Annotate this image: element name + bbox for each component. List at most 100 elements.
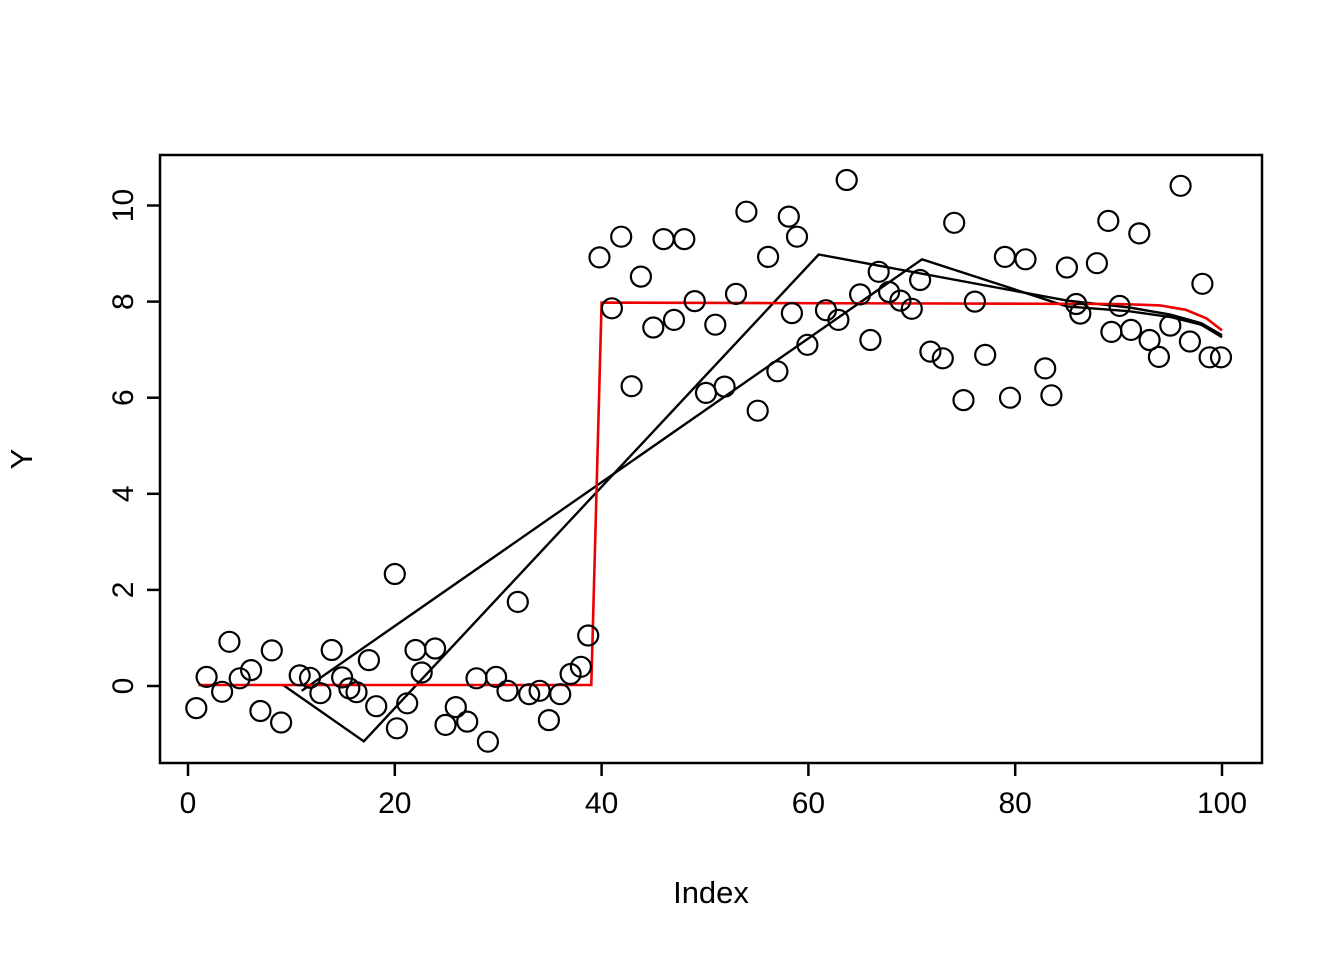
data-point — [185, 696, 208, 720]
data-point — [859, 328, 882, 352]
data-point — [900, 297, 923, 320]
data-point — [943, 211, 966, 234]
data-point — [1119, 318, 1143, 341]
data-point — [485, 665, 508, 689]
data-point — [974, 343, 997, 366]
data-point — [383, 562, 406, 586]
data-point — [588, 246, 611, 269]
data-point — [610, 225, 633, 248]
data-point — [240, 658, 263, 682]
data-point — [683, 290, 706, 313]
data-point — [496, 679, 519, 702]
data-point — [1085, 252, 1109, 275]
data-point — [218, 630, 241, 653]
axis-ticks — [147, 204, 1224, 776]
y-axis-tick-label: 4 — [107, 485, 140, 502]
y-axis-tick-label: 0 — [107, 678, 140, 695]
data-point — [506, 590, 529, 614]
data-point — [309, 682, 332, 705]
plot-area-border — [158, 153, 1264, 765]
x-axis-tick-label: 100 — [1197, 787, 1247, 820]
y-axis-tick-label: 8 — [107, 293, 140, 310]
data-point — [1209, 346, 1233, 369]
data-point — [518, 683, 541, 706]
data-point — [662, 308, 686, 331]
fit-segmented-a-line — [282, 253, 1223, 743]
x-axis-title: Index — [673, 875, 749, 910]
data-point — [835, 168, 858, 192]
data-point — [444, 695, 467, 719]
data-point — [410, 661, 433, 684]
data-point — [796, 333, 819, 356]
data-point — [345, 681, 368, 704]
data-point — [385, 717, 408, 740]
data-point — [1198, 346, 1221, 369]
x-axis-tick-label: 80 — [999, 787, 1032, 820]
data-point — [1108, 294, 1131, 317]
data-point — [952, 389, 975, 412]
data-point — [756, 245, 780, 268]
data-point — [785, 225, 809, 248]
y-axis-title: Y — [4, 449, 39, 470]
data-point — [673, 228, 696, 251]
data-point — [1069, 302, 1092, 325]
data-point — [889, 289, 912, 312]
data-point — [249, 699, 272, 723]
data-point — [1055, 256, 1079, 279]
data-point — [577, 624, 600, 647]
data-point — [424, 637, 447, 660]
y-axis-tick-label: 6 — [107, 389, 140, 406]
data-point — [746, 399, 769, 422]
scatter-points — [185, 168, 1233, 753]
data-point — [270, 711, 293, 734]
data-point — [780, 302, 804, 325]
data-point — [1191, 272, 1214, 295]
data-point — [908, 268, 932, 292]
data-point — [777, 205, 800, 228]
data-point — [867, 260, 890, 283]
data-point — [1014, 248, 1037, 271]
data-point — [404, 638, 427, 662]
data-point — [963, 290, 987, 313]
fit-lines — [198, 253, 1223, 743]
y-axis-tick-label: 2 — [107, 582, 140, 599]
data-point — [288, 664, 311, 687]
true-step-function-line — [198, 301, 1223, 687]
data-point — [260, 639, 283, 662]
data-point — [1169, 174, 1192, 197]
data-point — [931, 347, 954, 370]
data-point — [549, 683, 572, 706]
data-point — [476, 730, 499, 753]
data-point — [1147, 345, 1171, 368]
data-point — [1097, 209, 1120, 232]
data-point — [1178, 330, 1202, 353]
data-point — [528, 679, 551, 702]
data-point — [704, 313, 727, 336]
x-axis-tick-label: 60 — [792, 787, 825, 820]
data-point — [456, 710, 479, 733]
data-point — [1040, 384, 1063, 407]
x-axis-tick-label: 40 — [585, 787, 618, 820]
data-point — [537, 708, 561, 732]
data-point — [211, 680, 234, 703]
data-point — [1128, 222, 1151, 245]
data-point — [652, 228, 675, 251]
data-point — [620, 375, 643, 398]
data-point — [569, 655, 593, 678]
data-point — [320, 638, 343, 662]
y-axis-tick-label: 10 — [107, 189, 140, 222]
data-point — [434, 713, 457, 737]
data-point — [331, 666, 354, 689]
data-point — [629, 265, 653, 288]
data-point — [1034, 357, 1057, 380]
data-point — [713, 375, 736, 398]
data-point — [724, 282, 748, 305]
data-point — [998, 386, 1022, 409]
data-point — [694, 381, 718, 404]
data-point — [228, 667, 251, 690]
data-point — [1065, 292, 1088, 316]
axis-tick-labels: 0 20 40 60 80 100 0 2 4 6 8 10 — [107, 189, 1247, 820]
data-point — [848, 283, 872, 306]
